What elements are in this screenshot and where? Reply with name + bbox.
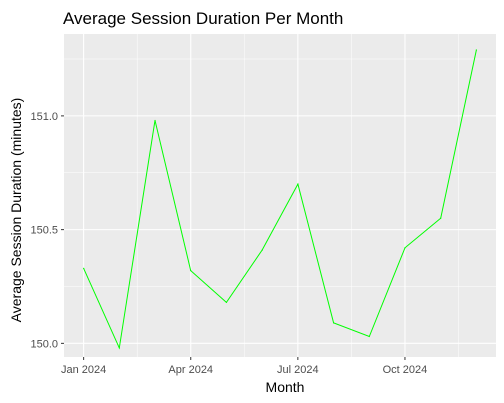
data-point <box>475 49 477 51</box>
x-tick-label: Jan 2024 <box>61 364 106 376</box>
y-tick-label: 150.5 <box>30 225 58 237</box>
series-line <box>83 49 477 350</box>
x-tick-label: Oct 2024 <box>383 364 428 376</box>
chart-title: Average Session Duration Per Month <box>63 9 343 28</box>
y-axis-ticks: 150.0 150.5 151.0 <box>30 111 64 350</box>
plot-panel <box>64 34 496 357</box>
x-axis-ticks: Jan 2024 Apr 2024 Jul 2024 Oct 2024 <box>61 357 427 376</box>
data-point <box>297 183 299 185</box>
data-point <box>368 335 370 338</box>
data-point <box>404 247 406 249</box>
data-point <box>83 267 85 269</box>
y-tick-label: 150.0 <box>30 338 58 350</box>
data-point <box>118 347 120 349</box>
data-point <box>190 269 192 272</box>
grid-minor <box>64 34 496 357</box>
data-points <box>83 49 477 349</box>
data-point <box>225 301 228 304</box>
x-axis-title: Month <box>266 379 305 395</box>
x-tick-label: Apr 2024 <box>168 364 213 376</box>
data-point <box>440 217 442 219</box>
data-point <box>154 119 156 122</box>
y-axis-title: Average Session Duration (minutes) <box>8 98 24 323</box>
y-tick-label: 151.0 <box>30 111 58 123</box>
grid-major <box>64 34 496 357</box>
data-point <box>261 249 263 251</box>
data-point <box>332 322 335 324</box>
x-tick-label: Jul 2024 <box>277 364 319 376</box>
